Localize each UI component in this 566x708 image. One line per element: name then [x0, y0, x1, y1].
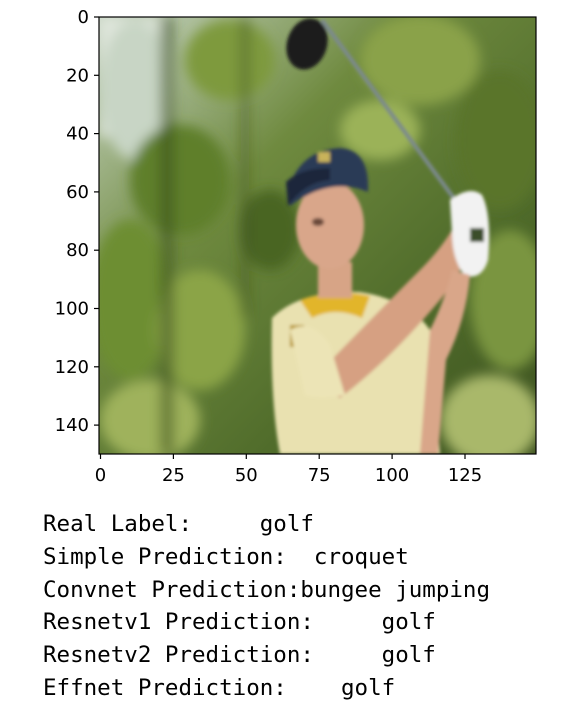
- effnet-prediction-line: Effnet Prediction: golf: [43, 674, 396, 701]
- x-tick-label: 125: [448, 465, 482, 486]
- golfer-photo: [99, 17, 536, 454]
- x-tick-label: 50: [235, 465, 258, 486]
- y-tick-label: 100: [55, 299, 89, 320]
- y-tick-label: 40: [66, 124, 89, 145]
- resnetv1-prediction-line: Resnetv1 Prediction: golf: [43, 609, 436, 636]
- y-tick-label: 140: [55, 415, 89, 436]
- x-tick-label: 25: [162, 465, 185, 486]
- real-label-line: Real Label: golf: [43, 511, 314, 537]
- y-tick-label: 20: [66, 65, 89, 86]
- x-axis: 0 25 50 75 100 125: [95, 454, 482, 486]
- prediction-output: Real Label: golf Simple Prediction: croqu…: [43, 508, 490, 705]
- y-axis: 0 20 40 60 80 100 120 140: [55, 7, 99, 436]
- y-tick-label: 60: [66, 182, 89, 203]
- resnetv2-prediction-line: Resnetv2 Prediction: golf: [43, 642, 436, 669]
- convnet-prediction-line: Convnet Prediction:bungee jumping: [43, 576, 491, 603]
- simple-prediction-line: Simple Prediction: croquet: [43, 543, 409, 570]
- y-tick-label: 80: [66, 240, 89, 261]
- x-tick-label: 0: [95, 465, 106, 486]
- image-figure: 0 20 40 60 80 100 120 140 0 25 50 75 100…: [55, 7, 537, 486]
- plot-frame: [98, 16, 537, 455]
- x-tick-label: 75: [308, 465, 331, 486]
- y-tick-label: 120: [55, 357, 89, 378]
- x-tick-label: 100: [375, 465, 409, 486]
- y-tick-label: 0: [78, 7, 89, 28]
